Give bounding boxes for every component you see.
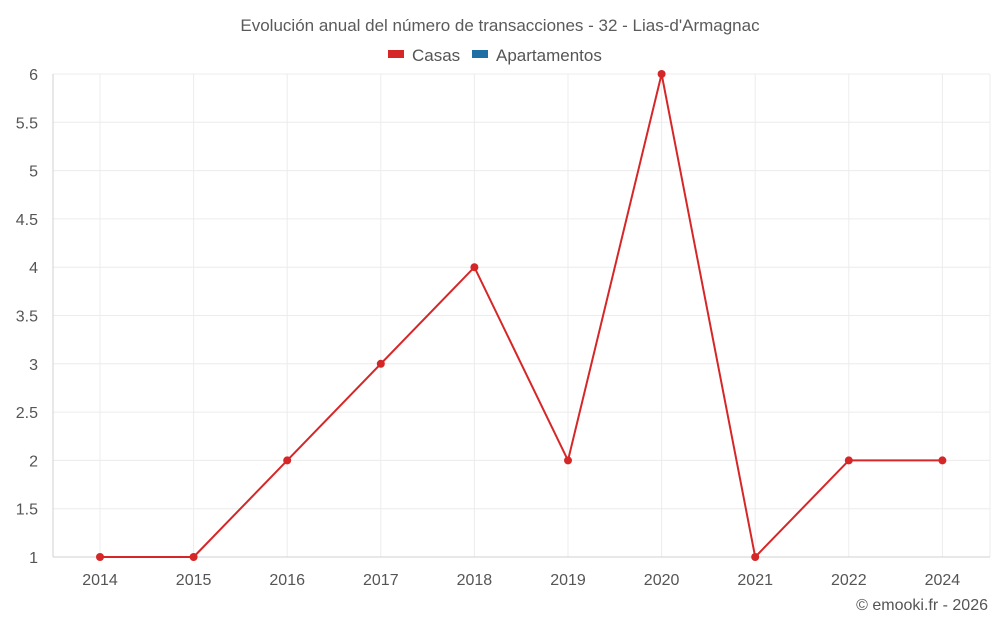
y-tick-label: 5 [29, 164, 38, 181]
data-point[interactable] [751, 553, 760, 561]
y-tick-label: 2.5 [16, 405, 38, 422]
data-point[interactable] [844, 456, 853, 465]
data-point[interactable] [189, 553, 198, 561]
x-tick-label: 2019 [550, 572, 586, 589]
y-tick-label: 6 [29, 67, 38, 84]
legend-label-apartamentos: Apartamentos [496, 46, 602, 65]
x-tick-label: 2018 [457, 572, 493, 589]
x-tick-label: 2024 [925, 572, 961, 589]
legend-item-apartamentos[interactable]: Apartamentos [472, 46, 602, 65]
legend-swatch-casas [388, 50, 404, 58]
data-point[interactable] [564, 456, 572, 465]
y-tick-label: 3.5 [16, 309, 38, 326]
y-tick-label: 1 [29, 550, 38, 567]
x-tick-label: 2015 [176, 572, 212, 589]
data-point[interactable] [96, 553, 104, 561]
legend-item-casas[interactable]: Casas [388, 46, 460, 65]
data-point[interactable] [657, 70, 666, 78]
x-tick-label: 2020 [644, 572, 680, 589]
legend-swatch-apartamentos [472, 50, 488, 58]
y-tick-label: 2 [29, 453, 38, 470]
x-tick-label: 2021 [737, 572, 773, 589]
series-casas [96, 70, 947, 561]
x-tick-label: 2017 [363, 572, 399, 589]
x-tick-label: 2016 [269, 572, 305, 589]
y-tick-label: 1.5 [16, 502, 38, 519]
y-tick-label: 3 [29, 357, 38, 374]
data-point[interactable] [283, 456, 292, 465]
x-tick-label: 2014 [82, 572, 118, 589]
credit-text: © emooki.fr - 2026 [856, 597, 988, 614]
data-point[interactable] [376, 359, 385, 368]
legend-label-casas: Casas [412, 46, 460, 65]
data-point[interactable] [470, 263, 479, 272]
legend: Casas Apartamentos [388, 46, 602, 65]
axes [52, 74, 990, 558]
y-tick-label: 4.5 [16, 212, 38, 229]
x-axis-ticks: 2014 2015 2016 2017 2018 2019 2020 2021 2022 2024 [82, 572, 960, 589]
chart-title: Evolución anual del número de transaccio… [240, 16, 760, 35]
data-point[interactable] [938, 456, 947, 465]
grid [53, 73, 991, 557]
y-tick-label: 5.5 [16, 115, 38, 132]
series-line-casas [100, 73, 943, 558]
y-tick-label: 4 [29, 260, 38, 277]
x-tick-label: 2022 [831, 572, 867, 589]
y-axis-ticks: 1 1.5 2 2.5 3 3.5 4 4.5 5 5.5 6 [16, 67, 38, 567]
